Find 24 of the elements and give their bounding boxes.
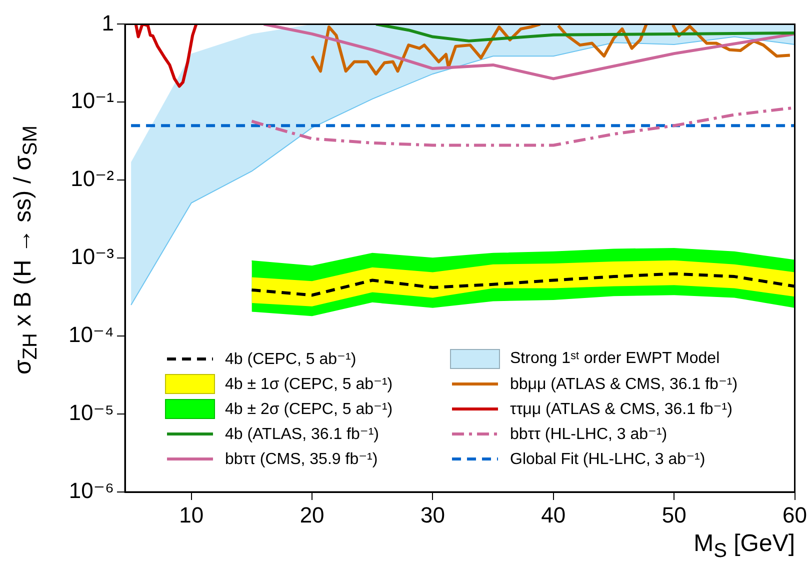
y-tick-label: 10⁻⁴ — [68, 322, 114, 348]
x-tick-label: 20 — [300, 502, 324, 528]
legend-label: Global Fit (HL-LHC, 3 ab⁻¹) — [510, 450, 706, 468]
legend-label: 4b (ATLAS, 36.1 fb⁻¹) — [225, 424, 379, 444]
legend-label: Strong 1ˢᵗ order EWPT Model — [510, 350, 720, 368]
x-tick-label: 60 — [782, 502, 808, 528]
x-tick-label: 50 — [662, 502, 686, 528]
x-axis-title: M$_{S}$ [GeV] — [694, 530, 795, 563]
legend-label: bbττ (HL-LHC, 3 ab⁻¹) — [510, 424, 668, 444]
y-tick-label: 10⁻³ — [70, 244, 114, 270]
legend-label: 4b ± 1σ (CEPC, 5 ab⁻¹) — [225, 374, 393, 394]
legend-label: 4b (CEPC, 5 ab⁻¹) — [225, 350, 356, 368]
x-tick-label: 40 — [541, 502, 566, 528]
y-tick-label: 1 — [102, 10, 114, 36]
y-tick-label: 10⁻² — [70, 166, 114, 192]
x-tick-label: 10 — [179, 502, 204, 528]
legend-label: ττμμ (ATLAS & CMS, 36.1 fb⁻¹) — [510, 400, 732, 418]
y-tick-label: 10⁻⁵ — [68, 400, 114, 426]
legend-label: bbμμ (ATLAS & CMS, 36.1 fb⁻¹) — [510, 374, 738, 394]
legend-label: 4b ± 2σ (CEPC, 5 ab⁻¹) — [225, 400, 393, 418]
legend-label: bbττ (CMS, 35.9 fb⁻¹) — [225, 450, 378, 468]
x-tick-label: 30 — [420, 502, 445, 528]
y-tick-label: 10⁻⁶ — [68, 478, 114, 504]
y-tick-label: 10⁻¹ — [70, 88, 114, 114]
